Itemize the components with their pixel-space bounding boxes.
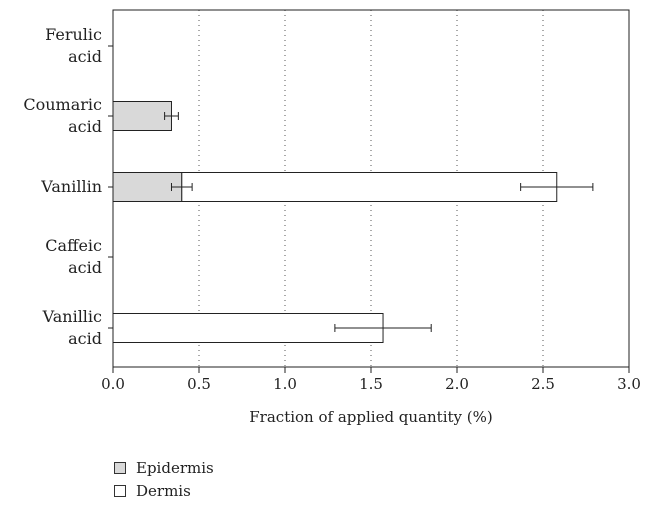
error-bar-dermis-vanillic-acid (334, 324, 432, 332)
bar-dermis-vanillin (181, 172, 558, 202)
category-label: Caffeic acid (45, 235, 102, 279)
legend-item-dermis: Dermis (114, 479, 214, 502)
error-bar-dermis-vanillin (520, 183, 594, 191)
x-tick-label: 2.0 (445, 375, 469, 393)
x-tick-label: 1.5 (359, 375, 383, 393)
category-label-line: acid (68, 258, 102, 277)
category-label-line: Vanillin (41, 177, 102, 196)
bar-epidermis-vanillin (112, 172, 183, 202)
error-bar-epidermis-coumaric-acid (164, 112, 179, 120)
category-label-line: acid (68, 329, 102, 348)
category-label-line: Coumaric (23, 95, 102, 114)
legend-swatch-dermis (114, 484, 126, 497)
bar-epidermis-coumaric-acid (112, 101, 172, 131)
category-label: Ferulic acid (45, 24, 102, 68)
category-label-line: acid (68, 47, 102, 66)
legend-label-dermis: Dermis (136, 481, 191, 500)
category-label: Coumaric acid (23, 94, 102, 138)
x-tick-label: 3.0 (617, 375, 641, 393)
x-tick-label: 1.0 (273, 375, 297, 393)
legend: Epidermis Dermis (114, 456, 214, 502)
category-label-line: Vanillic (42, 307, 102, 326)
category-label-line: Ferulic (45, 25, 102, 44)
error-bars-group (164, 112, 594, 332)
x-tick-label: 0.5 (187, 375, 211, 393)
category-label: Vanillin (41, 176, 102, 198)
x-tick-label: 2.5 (531, 375, 555, 393)
x-ticks: 0.0 0.5 1.0 1.5 2.0 2.5 3.0 (101, 367, 641, 393)
legend-swatch-epidermis (114, 461, 126, 474)
x-tick-label: 0.0 (101, 375, 125, 393)
x-axis-title: Fraction of applied quantity (%) (249, 408, 493, 426)
legend-label-epidermis: Epidermis (136, 458, 214, 477)
category-label-line: acid (68, 117, 102, 136)
category-label-line: Caffeic (45, 236, 102, 255)
error-bar-epidermis-vanillin (170, 183, 193, 191)
legend-item-epidermis: Epidermis (114, 456, 214, 479)
category-label: Vanillic acid (43, 306, 102, 350)
bars-group (112, 101, 558, 343)
